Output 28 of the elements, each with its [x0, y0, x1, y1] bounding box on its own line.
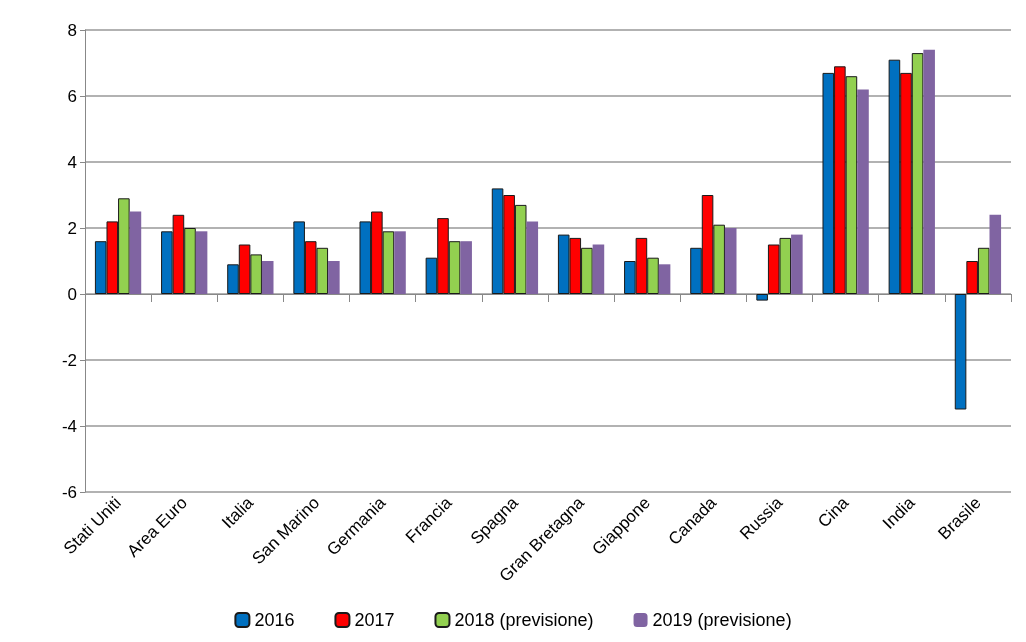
bar — [658, 264, 671, 294]
legend-label: 2016 — [254, 610, 295, 630]
bar — [129, 211, 142, 294]
bar — [756, 294, 768, 301]
bar — [526, 221, 539, 294]
bar — [460, 241, 472, 294]
bar — [195, 231, 208, 294]
legend-label: 2017 — [354, 610, 395, 630]
bar — [791, 234, 803, 294]
y-tick-label: 0 — [67, 284, 77, 304]
bar — [724, 228, 737, 294]
legend-label: 2019 (previsione) — [652, 610, 792, 630]
y-tick-label: 6 — [67, 86, 77, 106]
y-tick-label: 2 — [67, 218, 77, 238]
bar — [261, 261, 274, 294]
x-tick-label: Cina — [814, 492, 853, 532]
y-tick-label: -2 — [61, 350, 77, 370]
y-tick-label: 8 — [67, 20, 77, 40]
y-tick-label: -6 — [61, 482, 77, 502]
bar — [592, 244, 605, 294]
y-tick-label: -4 — [61, 416, 77, 436]
legend-label: 2018 (previsione) — [454, 610, 594, 630]
bar — [857, 89, 869, 294]
y-tick-label: 4 — [67, 152, 77, 172]
bar — [923, 49, 935, 294]
bar — [328, 261, 340, 294]
bar — [989, 214, 1002, 294]
bar — [394, 231, 406, 294]
